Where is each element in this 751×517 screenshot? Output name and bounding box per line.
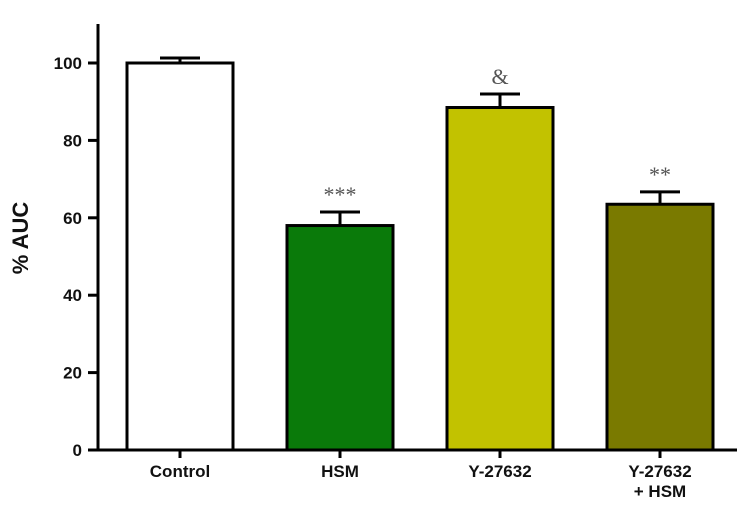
y-tick-label: 0 <box>73 441 82 460</box>
bar <box>285 224 395 452</box>
y-tick-label: 20 <box>63 364 82 383</box>
y-axis-label: % AUC <box>8 202 33 275</box>
bar <box>125 61 235 452</box>
x-tick-label: + HSM <box>634 482 686 501</box>
x-tick-label: Y-27632 <box>468 462 531 481</box>
bar <box>605 202 715 452</box>
x-tick-label: HSM <box>321 462 359 481</box>
y-tick-label: 100 <box>54 54 82 73</box>
significance-label: ** <box>649 162 671 187</box>
bar <box>445 106 555 452</box>
x-tick-label: Control <box>150 462 210 481</box>
x-tick-label: Y-27632 <box>628 462 691 481</box>
significance-label: & <box>491 64 508 89</box>
y-tick-label: 40 <box>63 286 82 305</box>
y-tick-label: 80 <box>63 131 82 150</box>
bars-group: *** & ** <box>125 56 715 452</box>
significance-label: *** <box>324 182 357 207</box>
y-tick-label: 60 <box>63 209 82 228</box>
x-axis: Control HSM Y-27632 Y-27632+ HSM <box>98 448 737 501</box>
y-axis: 0 20 40 60 80 100 <box>54 24 100 460</box>
